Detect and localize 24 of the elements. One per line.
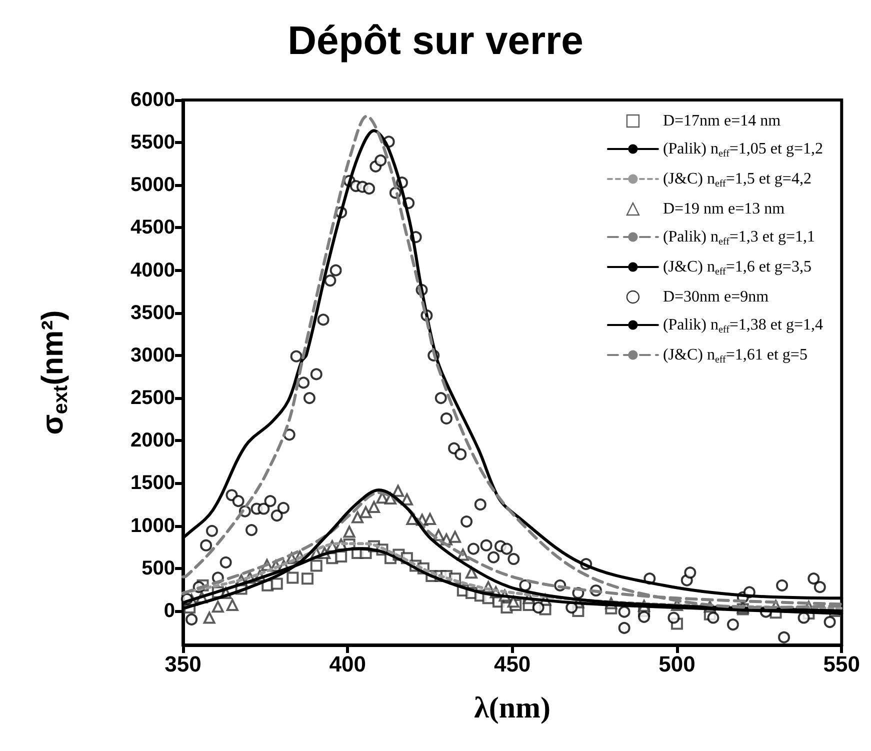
y-tick-label: 0: [164, 600, 175, 622]
y-tick-label: 3000: [130, 344, 175, 366]
y-tick-label: 5000: [130, 174, 175, 196]
x-tick-label: 450: [494, 652, 531, 676]
legend-label: D=19 nm e=13 nm: [662, 200, 786, 218]
x-tick-label: 400: [329, 652, 366, 676]
x-axis-title: λ(nm): [474, 692, 551, 724]
y-tick-label: 1500: [130, 472, 175, 494]
legend-label: D=17nm e=14 nm: [662, 112, 782, 130]
x-tick-label: 550: [823, 652, 860, 676]
y-tick-label: 2500: [130, 387, 175, 410]
y-tick-label: 3500: [130, 302, 175, 324]
chart-title: Dépôt sur verre: [288, 19, 584, 63]
y-axis-title: σext(nm²): [36, 310, 72, 435]
y-tick-label: 4000: [130, 259, 175, 282]
x-tick-label: 350: [164, 652, 202, 676]
y-tick-label: 500: [142, 557, 175, 580]
y-tick-label: 2000: [130, 430, 175, 452]
y-tick-label: 1000: [130, 514, 175, 537]
y-tick-label: 4500: [130, 216, 175, 239]
x-tick-label: 500: [658, 652, 696, 676]
y-tick-label: 6000: [130, 89, 175, 111]
legend-label: D=30nm e=9nm: [662, 288, 770, 306]
y-tick-label: 5500: [130, 132, 175, 154]
